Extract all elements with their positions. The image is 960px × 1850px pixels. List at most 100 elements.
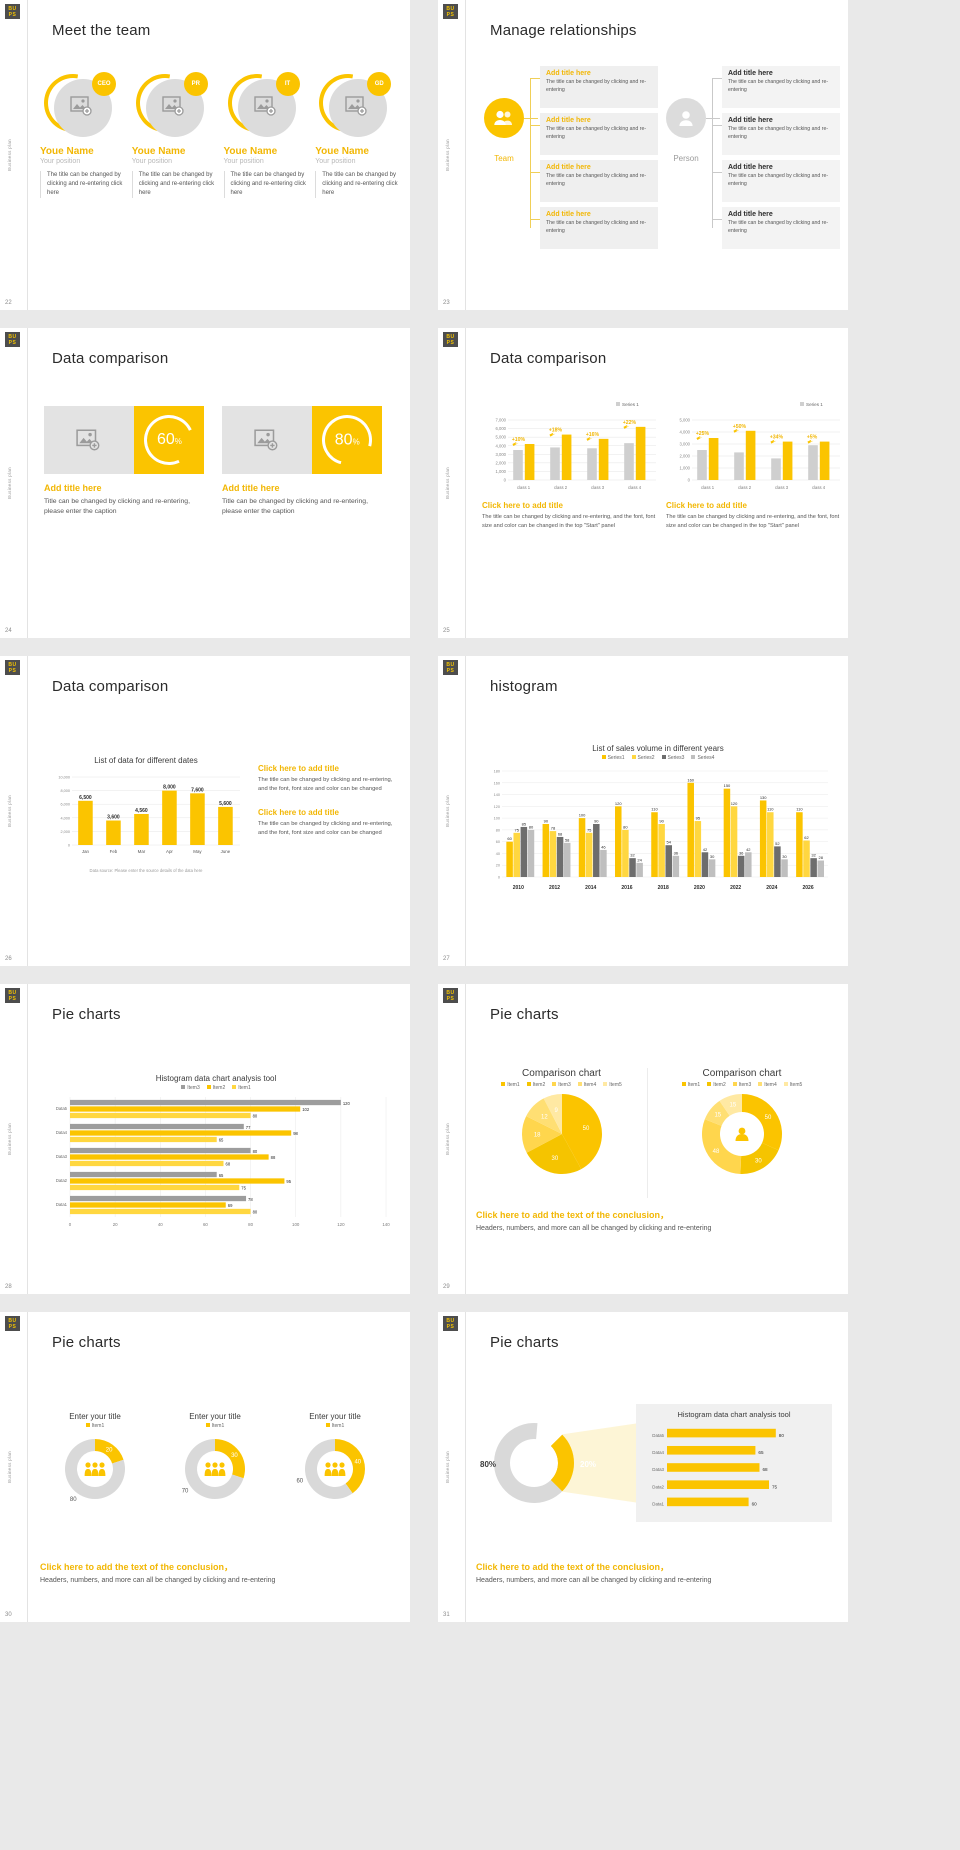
member-position: Your position [223,158,264,165]
relationship-card[interactable]: Add title here The title can be changed … [540,113,658,155]
card-title: Add title here [728,117,773,124]
logo-line-1: BU [8,661,17,668]
svg-text:20: 20 [496,864,500,868]
rail-label: Business plan [445,139,450,171]
member-description: The title can be changed by clicking and… [131,171,215,198]
text-block[interactable]: Click here to add title The title can be… [258,764,394,794]
svg-text:30: 30 [231,1453,238,1459]
svg-text:50: 50 [583,1126,590,1132]
svg-text:75: 75 [515,827,520,832]
comparison-card[interactable]: 60% Add title here Title can be changed … [44,406,204,517]
card-text: The title can be changed by clicking and… [728,126,829,140]
chart-title: Comparison chart [702,1068,782,1079]
svg-text:4,560: 4,560 [135,808,148,814]
card-text: The title can be changed by clicking and… [546,220,647,234]
svg-text:Data5: Data5 [652,1433,664,1438]
relationship-card[interactable]: Add title here The title can be changed … [722,66,840,108]
team-member[interactable]: PR Youe Name Your position The title can… [124,62,215,198]
relationship-card[interactable]: Add title here The title can be changed … [722,160,840,202]
svg-text:160: 160 [494,781,500,785]
member-description: The title can be changed by clicking and… [315,171,398,198]
legend-label: Series1 [607,755,625,761]
logo-line-2: PS [446,11,455,18]
svg-text:130: 130 [760,795,767,800]
svg-text:40: 40 [496,852,500,856]
slide-thumbnail-25[interactable]: BU PS Business plan 25 Data comparison 0… [438,328,848,638]
svg-text:110: 110 [767,807,774,812]
svg-text:160: 160 [687,777,694,782]
svg-text:class 2: class 2 [738,485,752,490]
team-label: Team [494,154,514,163]
comparison-card[interactable]: 80% Add title here Title can be changed … [222,405,382,517]
slide-thumbnail-29[interactable]: BU PS Business plan 29 Pie charts Compar… [438,984,848,1294]
image-placeholder-icon [253,96,276,116]
team-member[interactable]: IT Youe Name Your position The title can… [216,62,307,198]
horizontal-bar-chart: 60 Data1 75 Data2 68 Data3 65 Data4 80 Data5 [652,1428,784,1507]
slide-thumbnail-22[interactable]: BU PS Business plan 22 Meet the team CEO… [0,0,410,310]
team-member[interactable]: GD Youe Name Your position The title can… [307,62,398,198]
legend-item: Series4 [691,755,714,761]
slide-thumbnail-26[interactable]: BU PS Business plan 26 Data comparison L… [0,656,410,966]
relationship-card[interactable]: Add title here The title can be changed … [722,207,840,249]
svg-text:Data2: Data2 [56,1178,68,1183]
logo-line-1: BU [446,661,455,668]
slide-thumbnail-28[interactable]: BU PS Business plan 28 Pie charts Histog… [0,984,410,1294]
logo-line-1: BU [446,333,455,340]
team-member[interactable]: CEO Youe Name Your position The title ca… [32,62,123,198]
relationship-card[interactable]: Add title here The title can be changed … [540,207,658,249]
brand-logo-icon: BU PS [5,660,20,675]
svg-text:6,000: 6,000 [60,803,70,807]
slide-rail: BU PS Business plan [0,984,28,1294]
svg-text:Data2: Data2 [652,1484,664,1489]
svg-text:32: 32 [811,853,816,858]
slide-thumbnail-24[interactable]: BU PS Business plan 24 Data comparison 6… [0,328,410,638]
slide-rail: BU PS Business plan [438,1312,466,1622]
legend-label: Item1 [331,1423,345,1429]
svg-text:class 1: class 1 [517,485,531,490]
image-placeholder-icon [254,429,278,451]
person-branch [712,219,722,220]
page-title: histogram [490,678,558,695]
person-node[interactable]: Person [666,98,706,163]
logo-line-2: PS [446,1323,455,1330]
svg-text:1,000: 1,000 [680,466,691,471]
slide-thumbnail-27[interactable]: BU PS Business plan 27 histogram List of… [438,656,848,966]
rail-label: Business plan [445,795,450,827]
team-card-list: Add title here The title can be changed … [540,66,658,254]
svg-text:20: 20 [106,1448,113,1454]
legend-item: Series1 [601,755,625,761]
relationship-card[interactable]: Add title here The title can be changed … [540,66,658,108]
svg-text:4,000: 4,000 [496,443,507,448]
gauge-unit: % [352,436,360,446]
card-title: Add title here [546,164,591,171]
relationship-card[interactable]: Add title here The title can be changed … [540,160,658,202]
relationship-card[interactable]: Add title here The title can be changed … [722,113,840,155]
slide-thumbnail-30[interactable]: BU PS Business plan 30 Pie charts Enter … [0,1312,410,1622]
team-node[interactable]: Team [484,98,524,163]
donut-card[interactable]: Enter your title Item1 40 60 [280,1412,390,1512]
slide-number: 29 [443,1284,450,1290]
svg-text:+50%: +50% [733,424,747,430]
svg-text:Series 1: Series 1 [806,402,823,407]
legend-label: Item4 [583,1082,597,1088]
svg-text:75: 75 [241,1186,246,1191]
donut-card[interactable]: Enter your title Item1 20 80 [40,1412,150,1512]
card-title: Add title here [222,483,280,493]
svg-text:98: 98 [293,1131,298,1136]
svg-text:42: 42 [703,847,708,852]
member-position: Your position [131,158,172,165]
slide-thumbnail-31[interactable]: BU PS Business plan 31 Pie charts 80% 20… [438,1312,848,1622]
svg-text:2,000: 2,000 [680,454,691,459]
slide-rail: BU PS Business plan [438,984,466,1294]
donut-heading: Enter your title [69,1412,121,1421]
column-title: Click here to add title [666,501,747,510]
chart-block: List of data for different dates 0 2,000 4… [46,756,246,873]
slide-thumbnail-23[interactable]: BU PS Business plan 23 Manage relationsh… [438,0,848,310]
svg-text:60: 60 [203,1222,208,1227]
slide-number: 27 [443,956,450,962]
rail-label: Business plan [7,1451,12,1483]
donut-card[interactable]: Enter your title Item1 30 70 [160,1412,270,1512]
legend-item: Item4 [758,1082,777,1088]
svg-text:95: 95 [696,816,701,821]
text-block[interactable]: Click here to add title The title can be… [258,808,394,838]
